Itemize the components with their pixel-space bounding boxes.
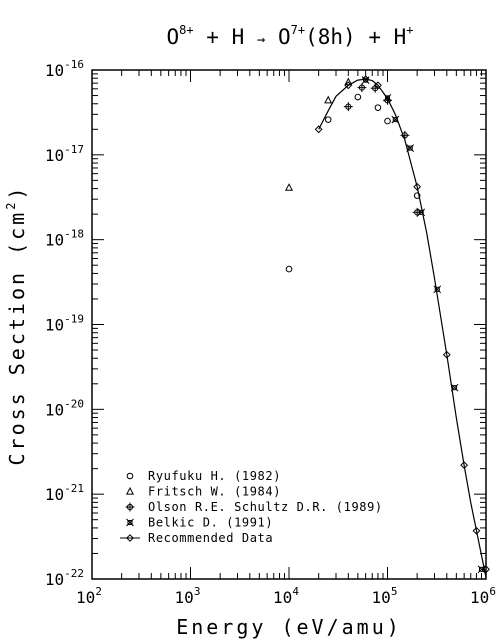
- title-ion: O: [166, 25, 179, 49]
- data-point-asterisk: [450, 383, 459, 392]
- legend-label: Belkic D. (1991): [148, 516, 273, 530]
- data-point-circle: [324, 116, 332, 123]
- legend-marker-circle-plus: [125, 502, 135, 512]
- x-tick-label: 106: [470, 585, 496, 607]
- data-point-circle-plus: [343, 102, 353, 112]
- y-tick-label: 10-18: [45, 228, 84, 250]
- legend-item: Belkic D. (1991): [126, 516, 273, 530]
- legend-label: Ryufuku H. (1982): [148, 469, 281, 483]
- legend-item: Ryufuku H. (1982): [126, 469, 281, 483]
- y-axis-label: Cross Section (cm2): [4, 185, 29, 466]
- x-axis-label: Energy (eV/amu): [176, 615, 402, 639]
- title-arrow: →: [257, 32, 265, 48]
- data-point-circle-plus: [400, 130, 410, 140]
- data-point-asterisk: [477, 565, 486, 574]
- data-point-asterisk: [383, 93, 392, 102]
- data-point-triangle: [324, 95, 333, 104]
- legend: Ryufuku H. (1982) Fritsch W. (1984)Olson …: [120, 469, 383, 545]
- data-point-diamond-line: [442, 350, 451, 359]
- legend-item: Olson R.E. Schultz D.R. (1989): [125, 500, 383, 514]
- y-tick-label: 10-19: [45, 313, 84, 335]
- legend-label: Olson R.E. Schultz D.R. (1989): [148, 500, 383, 514]
- y-tick-label: 10-21: [45, 482, 84, 504]
- y-tick-label: 10-22: [45, 567, 84, 589]
- x-tick-label: 105: [372, 585, 398, 607]
- data-point-diamond-line: [482, 565, 490, 574]
- axis-tick-labels: 102 103 104 105 106 10-16 10-17 10-18 10-19 10-20…: [45, 58, 496, 607]
- axis-ticks: [91, 70, 486, 580]
- legend-marker-triangle: [125, 486, 135, 495]
- y-axis-label-main: Cross Section (cm: [5, 210, 29, 466]
- title-target: H: [232, 25, 245, 49]
- data-point-circle: [413, 192, 421, 199]
- data-point-diamond-line: [472, 526, 481, 535]
- data-point-asterisk: [433, 285, 442, 294]
- legend-label: Fritsch W. (1984): [148, 485, 281, 499]
- x-tick-label: 102: [76, 585, 102, 607]
- y-tick-label: 10-20: [45, 397, 84, 419]
- data-point-asterisk: [417, 208, 426, 217]
- y-axis-label-end: ): [5, 185, 29, 200]
- data-point-circle: [354, 93, 362, 101]
- x-tick-label: 104: [273, 585, 299, 607]
- x-tick-label: 103: [175, 585, 201, 607]
- data-point-asterisk: [391, 115, 400, 124]
- title-state: (8h): [305, 25, 356, 49]
- legend-item: Fritsch W. (1984): [125, 485, 281, 499]
- title-proton-charge: +: [406, 23, 413, 37]
- title-plus-2: +: [368, 25, 381, 49]
- data-point-circle-plus: [412, 207, 422, 217]
- y-axis-label-sup: 2: [4, 200, 18, 210]
- y-tick-label: 10-17: [45, 143, 84, 165]
- data-point-circle: [384, 117, 391, 125]
- y-tick-label: 10-16: [45, 58, 84, 80]
- data-point-diamond-line: [314, 125, 323, 134]
- data-point-diamond-line: [374, 81, 382, 90]
- legend-item: Recommended Data: [120, 531, 273, 545]
- legend-marker-asterisk: [126, 518, 134, 527]
- title-ion-charge: 8+: [179, 23, 193, 37]
- title-product-charge: 7+: [291, 23, 305, 37]
- data-point-circle: [374, 104, 382, 111]
- title-product: O: [278, 25, 291, 49]
- data-point-diamond-line: [460, 461, 469, 470]
- chart-title: O8+ + H → O7+(8h) + H+: [166, 23, 413, 49]
- legend-marker-diamond-line: [126, 534, 134, 542]
- data-point-diamond-line: [413, 182, 422, 191]
- legend-label: Recommended Data: [148, 531, 273, 545]
- data-points: [284, 75, 490, 574]
- title-proton: H: [394, 25, 407, 49]
- data-point-asterisk: [406, 144, 415, 152]
- legend-marker-circle: [126, 472, 134, 480]
- data-point-triangle: [284, 183, 294, 191]
- title-plus-1: +: [206, 25, 219, 49]
- data-point-circle: [285, 265, 293, 273]
- data-point-diamond-line: [361, 75, 370, 84]
- data-point-diamond-line: [344, 81, 353, 90]
- data-point-circle-plus: [357, 83, 367, 93]
- data-point-triangle: [344, 77, 353, 86]
